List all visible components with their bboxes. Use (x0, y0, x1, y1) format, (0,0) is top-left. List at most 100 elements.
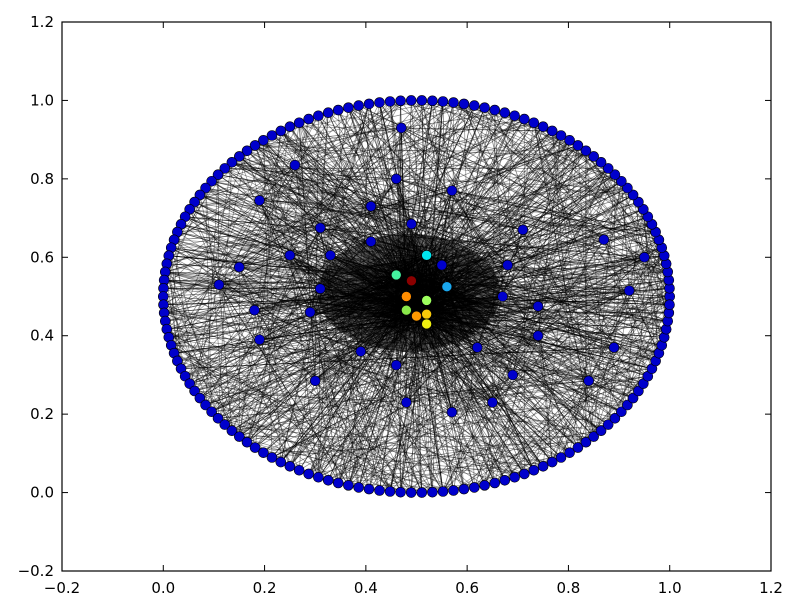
network-edge (205, 174, 219, 406)
network-edge (585, 150, 670, 281)
network-edge (401, 127, 553, 132)
network-edge (164, 271, 248, 443)
network-edge (358, 105, 665, 257)
network-edge (360, 351, 444, 492)
ring-node (458, 98, 470, 110)
network-edge (474, 337, 665, 488)
network-edge (396, 139, 570, 180)
ring-node (537, 461, 549, 472)
network-edge (259, 112, 505, 201)
ring-node (588, 431, 599, 442)
ring-node (580, 436, 592, 448)
network-edge (330, 295, 427, 301)
network-edge (173, 100, 412, 241)
network-edge (259, 200, 648, 218)
network-edge (411, 259, 478, 282)
ring-node (616, 406, 627, 418)
network-node (598, 234, 610, 245)
y-tick-label: 0.4 (30, 327, 54, 345)
network-edge (537, 145, 579, 336)
network-edge (494, 109, 503, 297)
network-edge (411, 276, 503, 282)
network-edge (396, 320, 668, 366)
network-edge (254, 309, 412, 493)
network-node (421, 318, 432, 330)
ring-node (275, 456, 287, 468)
ring-node (258, 447, 269, 458)
ring-node (499, 474, 511, 486)
network-edge (366, 263, 448, 288)
network-edge (170, 115, 319, 346)
network-edge (231, 402, 407, 432)
network-edge (338, 461, 553, 484)
network-edge (396, 253, 441, 276)
x-tick-label: 0.4 (354, 579, 378, 597)
network-edge (217, 174, 220, 285)
network-edge (166, 100, 401, 330)
network-edge (217, 417, 444, 492)
network-edge (385, 323, 427, 337)
ring-node (564, 135, 575, 146)
ring-node (234, 151, 245, 162)
network-edge (442, 101, 628, 189)
ring-node (546, 456, 558, 468)
network-edge (254, 122, 300, 448)
ring-node (284, 461, 296, 472)
network-edge (224, 288, 321, 425)
network-edge (218, 254, 291, 286)
network-edge (254, 309, 361, 352)
network-edge (463, 103, 622, 412)
network-edge (396, 279, 669, 366)
network-edge (446, 286, 480, 334)
network-edge (259, 103, 465, 340)
ring-node (602, 163, 614, 174)
ring-node (427, 95, 438, 107)
network-edge (401, 266, 417, 317)
network-edge (426, 254, 481, 304)
network-edge (426, 139, 570, 256)
ring-node (437, 486, 449, 497)
network-edge (239, 118, 525, 268)
network-edge (259, 126, 291, 201)
network-edge (263, 140, 273, 458)
network-edge (263, 140, 331, 256)
network-edge (289, 380, 316, 467)
ring-node (249, 442, 261, 453)
x-axis-ticks: −0.2 0.0 0.2 0.4 0.6 0.8 1.0 1.2 (44, 22, 783, 597)
network-edge (369, 287, 407, 297)
ring-node (194, 392, 206, 404)
network-edge (644, 224, 653, 258)
network-edge (199, 339, 260, 399)
network-edge (194, 150, 248, 392)
network-edge (406, 285, 505, 311)
network-edge (170, 247, 407, 403)
network-edge (218, 284, 453, 413)
network-edge (247, 102, 454, 152)
network-edge (255, 447, 525, 475)
network-edge (246, 112, 329, 443)
ring-node (469, 100, 480, 111)
ring-node (332, 104, 344, 116)
ring-node (638, 204, 649, 215)
ring-node (448, 485, 459, 496)
network-node (502, 259, 513, 271)
network-edge (621, 181, 645, 258)
network-edge (308, 351, 362, 475)
network-edge (289, 290, 630, 467)
ring-node (266, 130, 278, 141)
ring-node (595, 425, 607, 437)
y-tick-label: 0.8 (30, 170, 54, 188)
ring-node (384, 486, 396, 497)
ring-node (616, 175, 627, 187)
network-edge (319, 112, 329, 228)
network-node (396, 122, 407, 134)
network-node (436, 259, 448, 271)
ring-node (519, 468, 530, 480)
ring-node (374, 97, 385, 108)
network-edge (502, 256, 645, 297)
network-edge (396, 178, 659, 241)
ring-node (395, 486, 406, 498)
network-edge (271, 290, 630, 458)
network-edge (348, 364, 397, 486)
